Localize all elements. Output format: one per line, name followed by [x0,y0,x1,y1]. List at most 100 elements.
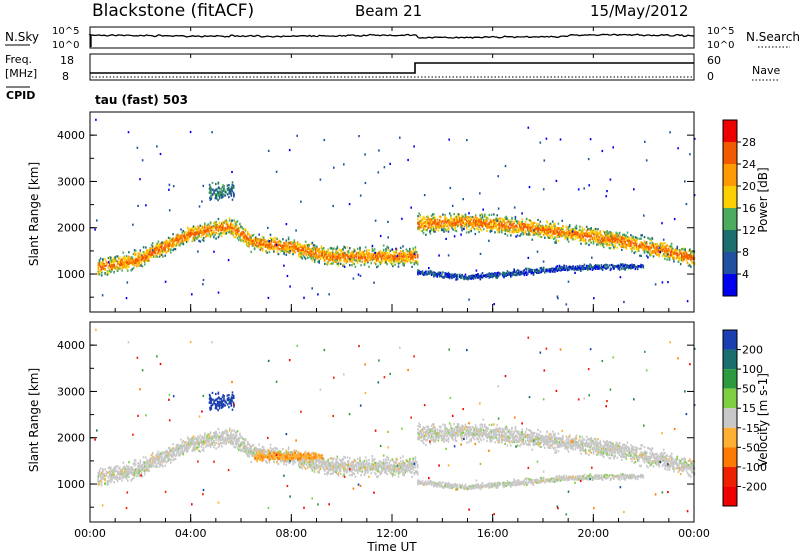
power-cell [618,235,621,238]
power-cell [599,233,602,236]
power-cell [361,253,363,256]
power-cell [488,222,491,225]
power-cell [312,246,315,249]
power-cell [276,237,279,240]
power-cell [472,219,475,222]
power-cell [310,254,313,257]
power-cell [582,237,585,240]
power-cell [307,256,309,259]
power-cell [540,229,543,233]
power-cell [377,260,379,263]
power-cell [421,272,424,276]
power-cell [516,272,519,275]
power-cell [204,232,206,235]
power-cell [605,242,607,245]
power-cell [128,260,130,263]
power-cell [222,222,224,225]
power-cell [222,189,225,192]
power-cell [613,237,615,240]
power-cell [149,247,152,251]
power-cell [623,241,625,244]
power-cell [499,225,502,228]
power-cell [622,237,624,240]
power-cell [436,218,438,221]
power-cell [191,239,194,242]
power-cell [298,253,300,256]
power-cell [551,236,554,239]
power-cell [140,258,143,262]
power-cell [311,247,314,250]
power-cell [221,224,223,227]
power-cell [359,257,361,260]
power-cell [482,208,484,211]
power-cell [581,268,583,271]
power-cell [406,250,409,253]
power-cell [675,257,677,260]
power-cell [325,253,327,256]
nave-tick-top: 60 [707,54,721,67]
power-cell [172,237,174,240]
power-cell [211,233,214,236]
power-cell [670,242,673,245]
power-cell [288,247,291,250]
freq-line [90,62,694,74]
power-cell [505,272,508,275]
power-cell [606,234,608,237]
power-cell [485,274,487,277]
power-cell [198,239,200,242]
power-cell [505,215,508,218]
power-cell [523,222,526,226]
power-cell [631,236,633,239]
power-cell [645,241,648,244]
power-cell [321,252,324,255]
power-cell [477,275,479,278]
power-cell [326,261,328,264]
power-cell [265,240,267,243]
power-cell [382,254,385,257]
power-cell [240,225,242,228]
power-cell [506,230,509,233]
power-cell [146,249,148,252]
power-cell [404,258,407,261]
power-cell [285,248,288,251]
power-cell [690,258,692,261]
power-cell [364,257,367,260]
power-cell [164,244,166,247]
power-cell [426,221,428,224]
power-cell [428,272,431,275]
power-cell [249,238,251,241]
power-cell [343,258,345,261]
power-cell [628,245,631,248]
power-cell [349,255,351,258]
power-cell [561,227,563,230]
power-cell [250,250,252,253]
power-cell [422,228,425,231]
power-cell [601,266,604,269]
power-cell [207,230,209,233]
power-cell [595,265,597,268]
power-cell [201,238,204,241]
power-cell [574,229,577,232]
power-cell [677,254,680,257]
power-cell [407,158,409,162]
power-cell [621,243,623,246]
power-cell [346,246,349,249]
power-cell [181,239,183,242]
power-cell [286,250,289,253]
power-cell [332,262,334,265]
power-cell [329,253,332,256]
power-cell [158,255,161,258]
power-cell [662,247,665,250]
power-cell [179,235,181,238]
power-cell [344,255,346,258]
power-cell [633,265,636,268]
power-cell [417,227,419,231]
power-cell [243,240,246,243]
power-cell [170,248,172,251]
power-cell [685,254,688,257]
power-cell [253,237,256,240]
power-cell [600,267,603,270]
power-cell [163,250,165,253]
power-cell [112,261,114,264]
freq-label: Freq. [5,53,32,66]
